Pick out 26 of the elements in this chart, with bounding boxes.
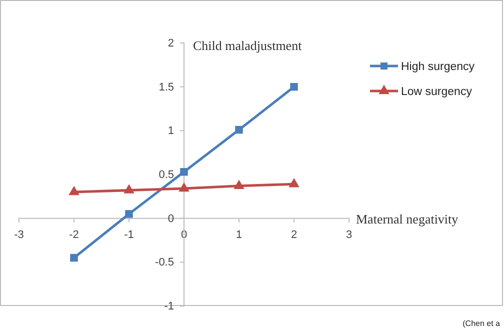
x-tick-label: -3 [14,229,24,242]
x-tick-label: -2 [69,229,79,242]
x-tick-label: 2 [290,229,298,242]
point [234,180,244,189]
x-tick-label: -1 [124,229,134,242]
y-tick-label: -0.5 [155,256,174,269]
legend-label: High surgency [401,61,475,73]
y-tick-label: 0.5 [158,169,174,182]
y-tick-label: 0 [168,212,174,225]
y-tick-label: 1 [168,125,174,138]
y-tick-label: 1.5 [158,81,174,94]
legend-label: Low surgency [401,86,472,98]
x-tick-label: 3 [346,229,352,242]
text: (Chen et a [462,319,501,328]
x-axis-title: Maternal negativity [356,211,459,226]
x-tick-label: 1 [236,229,242,242]
point [235,126,243,134]
y-tick-label: -1 [164,300,174,313]
point [124,184,134,194]
y-axis-title: Child maladjustment [193,38,302,53]
point [290,82,298,91]
point [178,182,190,192]
point [68,186,80,196]
point [180,168,188,176]
point [288,178,300,188]
y-tick-label: 2 [168,38,174,50]
